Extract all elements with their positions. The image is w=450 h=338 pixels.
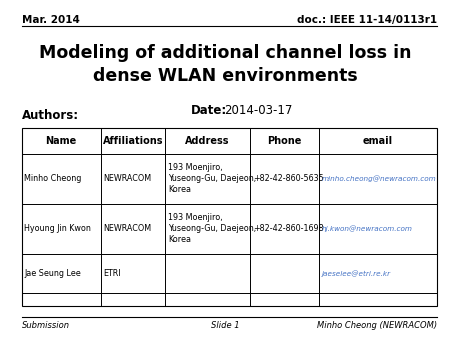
Text: +82-42-860-1698: +82-42-860-1698: [253, 224, 324, 233]
Text: 193 Moenjiro,
Yuseong-Gu, Daejeon,
Korea: 193 Moenjiro, Yuseong-Gu, Daejeon, Korea: [168, 213, 256, 244]
Text: Minho Cheong: Minho Cheong: [24, 174, 82, 183]
Text: Authors:: Authors:: [22, 110, 79, 122]
Text: Address: Address: [185, 136, 230, 146]
Text: NEWRACOM: NEWRACOM: [104, 224, 152, 233]
Text: Mar. 2014: Mar. 2014: [22, 15, 80, 25]
Bar: [22, 128, 437, 306]
Text: email: email: [363, 136, 393, 146]
Text: doc.: IEEE 11-14/0113r1: doc.: IEEE 11-14/0113r1: [297, 15, 437, 25]
Text: NEWRACOM: NEWRACOM: [104, 174, 152, 183]
Text: 2014-03-17: 2014-03-17: [224, 104, 292, 117]
Text: Modeling of additional channel loss in
dense WLAN environments: Modeling of additional channel loss in d…: [39, 44, 411, 86]
Text: Date:: Date:: [191, 104, 228, 117]
Text: minho.cheong@newracom.com: minho.cheong@newracom.com: [322, 175, 436, 182]
Text: Submission: Submission: [22, 321, 70, 330]
Text: Jae Seung Lee: Jae Seung Lee: [24, 269, 81, 278]
Text: Name: Name: [45, 136, 77, 146]
Text: Minho Cheong (NEWRACOM): Minho Cheong (NEWRACOM): [317, 321, 437, 330]
Text: jaeselee@etri.re.kr: jaeselee@etri.re.kr: [322, 270, 391, 276]
Text: 193 Moenjiro,
Yuseong-Gu, Daejeon,
Korea: 193 Moenjiro, Yuseong-Gu, Daejeon, Korea: [168, 163, 256, 194]
Text: Phone: Phone: [267, 136, 302, 146]
Text: +82-42-860-5635: +82-42-860-5635: [253, 174, 324, 183]
Text: ETRI: ETRI: [104, 269, 121, 278]
Text: Hyoung Jin Kwon: Hyoung Jin Kwon: [24, 224, 91, 233]
Text: hj.kwon@newracom.com: hj.kwon@newracom.com: [322, 225, 413, 232]
Text: Slide 1: Slide 1: [211, 321, 239, 330]
Text: Affiliations: Affiliations: [103, 136, 163, 146]
Text: Date: 2014-03-17: Date: 2014-03-17: [0, 337, 1, 338]
